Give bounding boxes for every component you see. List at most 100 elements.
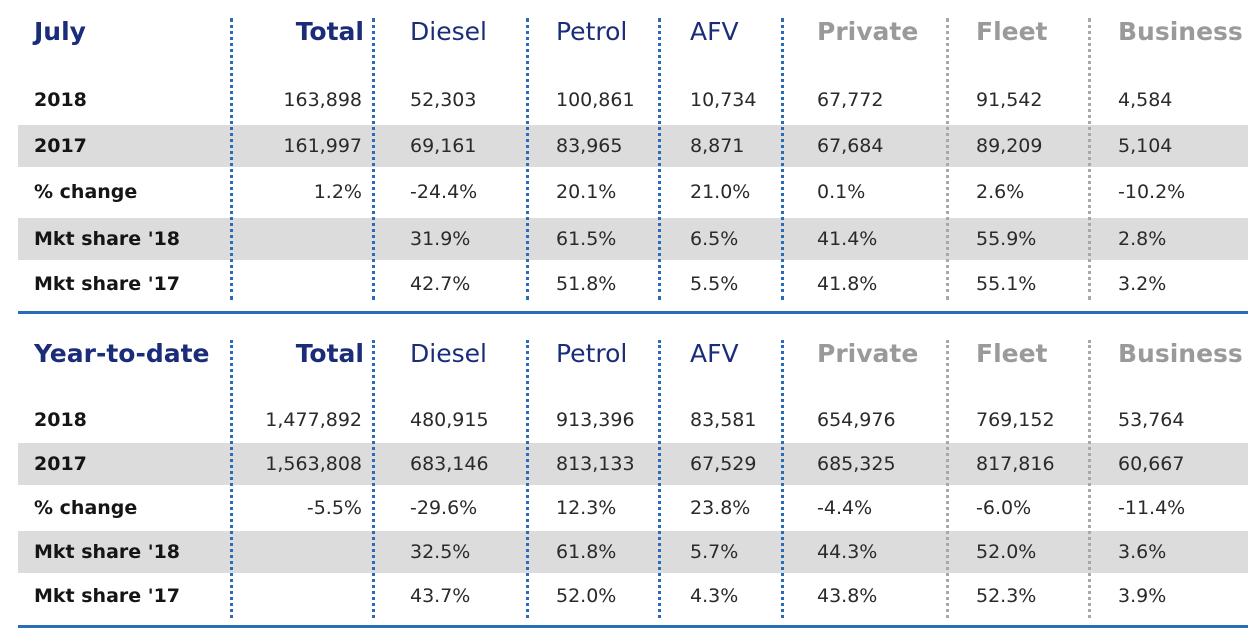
cell-private: 0.1% (817, 181, 866, 203)
cell-business: -10.2% (1118, 181, 1186, 203)
cell-total: 161,997 (283, 135, 362, 157)
cell-business: 2.8% (1118, 228, 1167, 250)
column-header-petrol: Petrol (556, 17, 628, 46)
cell-total: 1,563,808 (265, 453, 362, 475)
cell-afv: 67,529 (690, 453, 757, 475)
cell-total (246, 575, 362, 617)
table-row: Mkt share '18 31.9% 61.5% 6.5% 41.4% 55.… (18, 218, 1248, 260)
cell-fleet: 55.1% (976, 273, 1037, 295)
row-label: Mkt share '18 (34, 541, 181, 563)
cell-fleet: -6.0% (976, 497, 1032, 519)
july-table: July Total Diesel Petrol AFV Private Fle… (18, 0, 1248, 311)
section-title: July (34, 17, 86, 46)
cell-total: 1,477,892 (265, 409, 362, 431)
section-title: Year-to-date (34, 339, 210, 368)
cell-afv: 8,871 (690, 135, 745, 157)
cell-afv: 83,581 (690, 409, 757, 431)
cell-business: 3.6% (1118, 541, 1167, 563)
column-header-private: Private (817, 339, 919, 368)
column-separator (1088, 340, 1091, 618)
cell-afv: 21.0% (690, 181, 751, 203)
column-separator (781, 340, 784, 618)
cell-petrol: 12.3% (556, 497, 617, 519)
table-row: % change 1.2% -24.4% 20.1% 21.0% 0.1% 2.… (18, 171, 1248, 213)
column-separator (946, 18, 949, 300)
ytd-table: Year-to-date Total Diesel Petrol AFV Pri… (18, 322, 1248, 627)
cell-afv: 6.5% (690, 228, 739, 250)
cell-fleet: 52.0% (976, 541, 1037, 563)
cell-diesel: 69,161 (410, 135, 477, 157)
cell-petrol: 813,133 (556, 453, 635, 475)
section-divider (18, 625, 1248, 628)
column-separator (658, 18, 661, 300)
column-header-total: Total (295, 339, 364, 368)
cell-diesel: 52,303 (410, 89, 477, 111)
cell-afv: 5.5% (690, 273, 739, 295)
cell-diesel: -24.4% (410, 181, 478, 203)
cell-petrol: 83,965 (556, 135, 623, 157)
cell-afv: 5.7% (690, 541, 739, 563)
column-separator (230, 18, 233, 300)
cell-private: -4.4% (817, 497, 873, 519)
cell-business: 3.9% (1118, 585, 1167, 607)
cell-petrol: 913,396 (556, 409, 635, 431)
cell-diesel: 32.5% (410, 541, 471, 563)
row-label: 2017 (34, 135, 87, 157)
cell-total (246, 218, 362, 260)
cell-diesel: 31.9% (410, 228, 471, 250)
cell-business: 4,584 (1118, 89, 1173, 111)
row-label: 2017 (34, 453, 87, 475)
row-label: Mkt share '17 (34, 273, 181, 295)
cell-total (246, 263, 362, 305)
cell-private: 44.3% (817, 541, 878, 563)
cell-private: 685,325 (817, 453, 896, 475)
column-separator (526, 340, 529, 618)
cell-petrol: 52.0% (556, 585, 617, 607)
table-row: Mkt share '17 43.7% 52.0% 4.3% 43.8% 52.… (18, 575, 1248, 617)
table-row: Mkt share '18 32.5% 61.8% 5.7% 44.3% 52.… (18, 531, 1248, 573)
cell-private: 67,772 (817, 89, 884, 111)
cell-petrol: 61.8% (556, 541, 617, 563)
column-header-business: Business (1118, 339, 1243, 368)
column-header-afv: AFV (690, 339, 739, 368)
cell-diesel: 43.7% (410, 585, 471, 607)
cell-business: 60,667 (1118, 453, 1185, 475)
column-separator (658, 340, 661, 618)
column-separator (372, 18, 375, 300)
cell-petrol: 51.8% (556, 273, 617, 295)
table-row: 2018 163,898 52,303 100,861 10,734 67,77… (18, 79, 1248, 121)
cell-total: -5.5% (306, 497, 362, 519)
cell-business: 5,104 (1118, 135, 1173, 157)
row-label: % change (34, 497, 138, 519)
cell-private: 43.8% (817, 585, 878, 607)
cell-fleet: 52.3% (976, 585, 1037, 607)
cell-total: 163,898 (283, 89, 362, 111)
cell-business: 53,764 (1118, 409, 1185, 431)
cell-total: 1.2% (313, 181, 362, 203)
cell-fleet: 817,816 (976, 453, 1055, 475)
section-divider (18, 311, 1248, 314)
table-row: 2017 1,563,808 683,146 813,133 67,529 68… (18, 443, 1248, 485)
cell-private: 654,976 (817, 409, 896, 431)
column-separator (526, 18, 529, 300)
cell-diesel: 480,915 (410, 409, 489, 431)
cell-business: -11.4% (1118, 497, 1186, 519)
column-header-afv: AFV (690, 17, 739, 46)
column-separator (781, 18, 784, 300)
cell-afv: 23.8% (690, 497, 751, 519)
cell-fleet: 89,209 (976, 135, 1043, 157)
row-label: Mkt share '18 (34, 228, 181, 250)
cell-diesel: -29.6% (410, 497, 478, 519)
cell-diesel: 683,146 (410, 453, 489, 475)
column-header-fleet: Fleet (976, 17, 1048, 46)
cell-afv: 10,734 (690, 89, 757, 111)
cell-fleet: 2.6% (976, 181, 1025, 203)
column-header-private: Private (817, 17, 919, 46)
cell-petrol: 100,861 (556, 89, 635, 111)
column-separator (372, 340, 375, 618)
table-row: 2018 1,477,892 480,915 913,396 83,581 65… (18, 399, 1248, 441)
cell-petrol: 61.5% (556, 228, 617, 250)
column-header-diesel: Diesel (410, 17, 487, 46)
row-label: Mkt share '17 (34, 585, 181, 607)
cell-total (246, 531, 362, 573)
